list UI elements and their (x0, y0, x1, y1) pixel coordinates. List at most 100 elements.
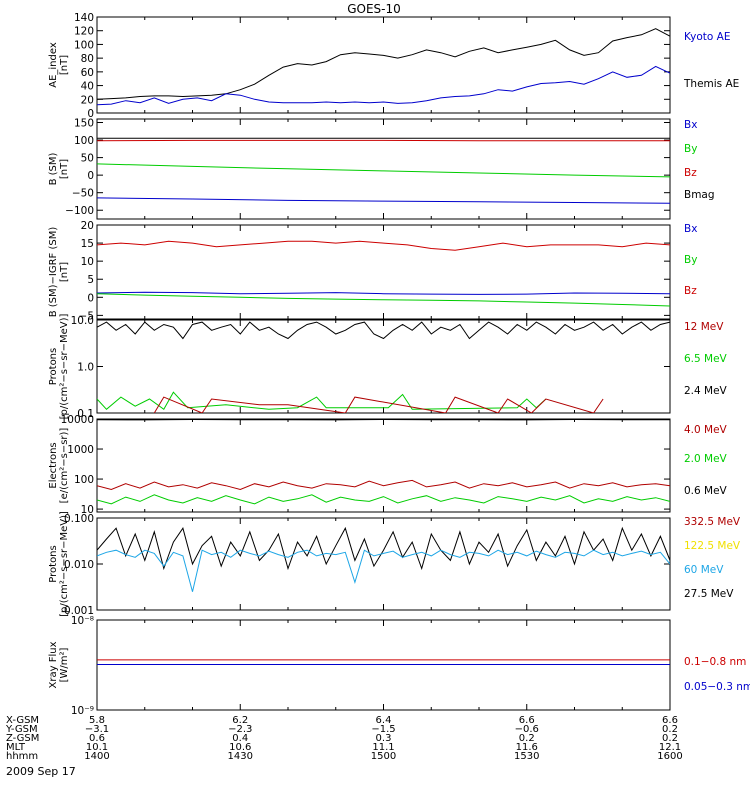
y-tick-label: 60 (81, 67, 94, 79)
panel-frame (96, 319, 671, 414)
y-axis-label: AE_index (48, 42, 59, 88)
x-axis-row-label: hhmm (6, 751, 38, 762)
x-axis-row-label: X-GSM (6, 715, 39, 726)
y-tick-label: 120 (74, 26, 94, 38)
legend-entry: 0.05−0.3 nm (684, 681, 750, 693)
y-axis-unit: [nT] (59, 159, 70, 179)
y-tick-label: 50 (81, 153, 94, 165)
x-axis-row-value: 6.2 (232, 715, 248, 726)
y-tick-label: 20 (81, 220, 94, 232)
x-axis-row-value: 6.6 (519, 715, 535, 726)
legend-entry: 60 MeV (684, 564, 724, 576)
y-axis-label: B (SM)−IGRF (SM) (48, 227, 59, 318)
y-tick-label: 15 (81, 238, 94, 250)
legend-entry: 122.5 MeV (684, 540, 741, 552)
legend-entry: By (684, 143, 697, 155)
y-tick-label: 10 (81, 504, 94, 516)
legend-entry: 4.0 MeV (684, 424, 728, 436)
y-tick-label: 10.0 (71, 315, 94, 327)
y-tick-label: 20 (81, 94, 94, 106)
legend-entry: Kyoto AE (684, 31, 730, 43)
y-tick-label: 100 (74, 135, 94, 147)
date-label: 2009 Sep 17 (6, 765, 76, 778)
x-axis-row-value: 11.1 (372, 742, 394, 753)
series-line-4-0-mev (97, 479, 670, 491)
y-tick-label: −100 (65, 205, 94, 217)
x-axis-row-value: 10.1 (86, 742, 108, 753)
panel-frame (96, 418, 671, 513)
y-tick-label: 10000 (61, 414, 94, 426)
y-axis-label: Protons (48, 348, 59, 385)
y-tick-label: 150 (74, 118, 94, 130)
panel-7: 10⁻⁹ 10⁻⁸ Xray Flux [W/m²] 0.1−0.8 nm 0.05−0.… (48, 615, 750, 717)
x-axis-row-value: 11.6 (516, 742, 538, 753)
y-axis-unit: [p/(cm²−s−sr−MeV)] (59, 313, 70, 419)
x-axis-table: X-GSM 5.8 6.2 6.4 6.6 6.6 Y-GSM −3.1 −2.3 −1.5 −0.… (5, 715, 683, 762)
series-line-2-0-mev (97, 494, 670, 505)
x-axis-row-value: 6.4 (376, 715, 392, 726)
y-tick-label: 100 (74, 39, 94, 51)
y-tick-label: 80 (81, 53, 94, 65)
x-axis-row-label: MLT (6, 742, 26, 753)
panel-3: −5 0 5 10 15 20 B (SM)−IGRF (SM) [nT] Bx By Bz (48, 220, 697, 322)
y-axis-label: Xray Flux (48, 641, 59, 688)
legend-entry: 12 MeV (684, 321, 724, 333)
x-axis-row-value: −2.3 (228, 724, 252, 735)
legend-entry: Bx (684, 119, 697, 131)
legend-entry: Bmag (684, 189, 715, 201)
x-axis-row-value: 0.2 (519, 733, 535, 744)
legend-entry: 0.6 MeV (684, 485, 728, 497)
y-axis-unit: [nT] (59, 262, 70, 282)
x-axis-row-value: −1.5 (371, 724, 395, 735)
y-tick-label: 1.0 (77, 362, 94, 374)
x-axis-row-label: Y-GSM (5, 724, 38, 735)
y-tick-label: 10⁻⁹ (71, 705, 94, 717)
x-axis-row-value: 6.6 (662, 715, 678, 726)
x-axis-row-value: −3.1 (85, 724, 109, 735)
x-axis-row-value: 0.2 (662, 733, 678, 744)
y-tick-label: 5 (87, 274, 94, 286)
x-axis-row-value: 1430 (228, 751, 253, 762)
panel-5: 10 100 1000 10000 Electrons [e/(cm²−s−sr)] 4.0… (48, 414, 728, 516)
legend-entry: 6.5 MeV (684, 353, 728, 365)
y-tick-label: 0.1 (77, 408, 94, 420)
legend-entry: 332.5 MeV (684, 516, 741, 528)
series-line-2-4-mev (97, 321, 670, 340)
y-tick-label: 100 (74, 474, 94, 486)
x-axis-row-value: 1400 (84, 751, 109, 762)
y-tick-label: −50 (72, 188, 94, 200)
legend-entry: 2.0 MeV (684, 453, 728, 465)
x-axis-row-value: 0.6 (89, 733, 105, 744)
legend-entry: Bz (684, 285, 697, 297)
x-axis-row-value: 1500 (371, 751, 396, 762)
x-axis-row-value: 0.3 (376, 733, 392, 744)
legend-entry: Themis AE (683, 78, 739, 90)
panel-frame (96, 224, 671, 320)
y-tick-label: 0 (87, 170, 94, 182)
series-line-27-5-mev (97, 526, 670, 571)
x-axis-row-value: 10.6 (229, 742, 251, 753)
x-axis-row-value: 5.8 (89, 715, 105, 726)
panel-2: −100 −50 0 50 100 150 B (SM) [nT] Bx By Bz Bmag (48, 118, 715, 220)
series-line-12-mev (153, 396, 604, 413)
y-tick-label: 0.001 (64, 605, 94, 617)
panel-frame (96, 118, 671, 220)
figure-title: GOES-10 (347, 2, 401, 16)
series-line-themis-ae (97, 28, 670, 100)
y-tick-label: 1000 (67, 444, 94, 456)
y-tick-label: 0.010 (64, 559, 94, 571)
series-line-bz (97, 240, 670, 251)
y-axis-unit: [e/(cm²−s−sr)] (59, 428, 70, 504)
panel-frame (96, 16, 671, 114)
y-tick-label: 0 (87, 292, 94, 304)
series-line-6-5-mev (97, 391, 547, 411)
legend-entry: By (684, 254, 697, 266)
x-axis-row-value: 0.2 (662, 724, 678, 735)
y-axis-unit: [W/m²] (59, 647, 70, 682)
legend-entry: 0.1−0.8 nm (684, 656, 746, 668)
y-axis-unit: [p/(cm²−s−sr−MeV)] (59, 511, 70, 617)
legend-entry: 27.5 MeV (684, 588, 734, 600)
series-line-bx (97, 197, 670, 204)
